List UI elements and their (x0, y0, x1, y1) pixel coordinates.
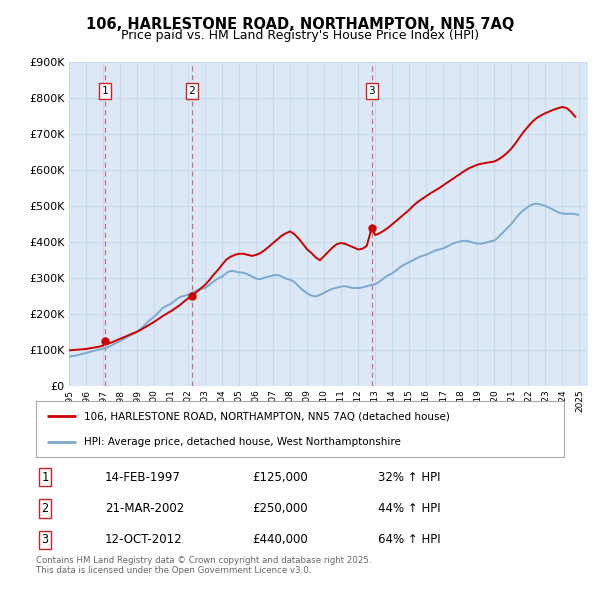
Text: 1: 1 (41, 471, 49, 484)
Text: Contains HM Land Registry data © Crown copyright and database right 2025.
This d: Contains HM Land Registry data © Crown c… (36, 556, 371, 575)
Text: 3: 3 (368, 86, 375, 96)
Text: 2: 2 (188, 86, 195, 96)
Text: 21-MAR-2002: 21-MAR-2002 (105, 502, 184, 515)
Text: 3: 3 (41, 533, 49, 546)
Text: £250,000: £250,000 (252, 502, 308, 515)
Text: 1: 1 (101, 86, 109, 96)
Text: 106, HARLESTONE ROAD, NORTHAMPTON, NN5 7AQ: 106, HARLESTONE ROAD, NORTHAMPTON, NN5 7… (86, 17, 514, 31)
Text: HPI: Average price, detached house, West Northamptonshire: HPI: Average price, detached house, West… (83, 437, 400, 447)
Text: 2: 2 (41, 502, 49, 515)
Text: 12-OCT-2012: 12-OCT-2012 (105, 533, 182, 546)
Text: 64% ↑ HPI: 64% ↑ HPI (378, 533, 440, 546)
Text: 106, HARLESTONE ROAD, NORTHAMPTON, NN5 7AQ (detached house): 106, HARLESTONE ROAD, NORTHAMPTON, NN5 7… (83, 411, 449, 421)
Text: Price paid vs. HM Land Registry's House Price Index (HPI): Price paid vs. HM Land Registry's House … (121, 30, 479, 42)
Text: 14-FEB-1997: 14-FEB-1997 (105, 471, 181, 484)
Text: 44% ↑ HPI: 44% ↑ HPI (378, 502, 440, 515)
Text: £440,000: £440,000 (252, 533, 308, 546)
Text: £125,000: £125,000 (252, 471, 308, 484)
Text: 32% ↑ HPI: 32% ↑ HPI (378, 471, 440, 484)
